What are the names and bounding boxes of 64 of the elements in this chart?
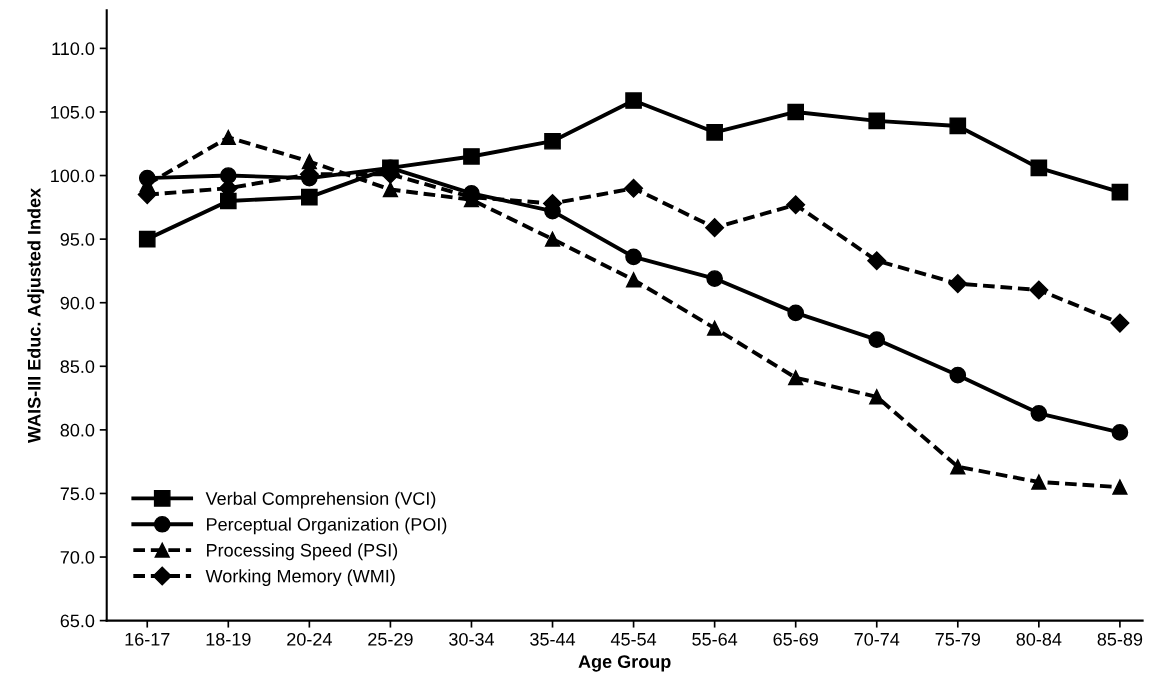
y-tick-label: 95.0 (60, 233, 95, 246)
y-tick-label: 90.0 (60, 296, 95, 310)
point (950, 459, 966, 475)
point (544, 132, 561, 150)
x-tick-label: 65-69 (773, 632, 818, 646)
point (787, 304, 805, 322)
point (868, 112, 886, 130)
y-tick-label: 65.0 (60, 614, 95, 628)
y-tick-label: 105.0 (51, 105, 95, 119)
point (625, 272, 642, 288)
point (1029, 280, 1049, 300)
x-tick-label: 75-79 (935, 632, 981, 646)
x-tick-label: 80-84 (1016, 632, 1062, 646)
y-tick-label: 100.0 (51, 169, 95, 183)
x-axis-title: Age Group (578, 655, 671, 672)
point (1112, 479, 1128, 495)
point (948, 274, 968, 294)
point (1031, 474, 1047, 490)
legend-label: Perceptual Organization (POI) (207, 517, 447, 535)
y-axis-title: WAIS-III Educ. Adjusted Index (27, 187, 45, 443)
point (867, 251, 887, 271)
point (138, 230, 156, 248)
point (868, 331, 886, 348)
y-tick-label: 75.0 (60, 487, 95, 501)
y-tick-label: 85.0 (60, 360, 95, 374)
x-tick-label: 18-19 (206, 632, 251, 646)
x-tick-label: 85-89 (1097, 632, 1143, 646)
point (301, 188, 318, 206)
point (706, 320, 723, 336)
point (949, 366, 967, 384)
point (706, 123, 723, 141)
y-tick-label: 70.0 (60, 550, 95, 564)
point (1110, 313, 1130, 333)
point (788, 370, 804, 386)
point (787, 103, 805, 121)
x-tick-label: 16-17 (125, 632, 170, 646)
y-tick-label: 110.0 (52, 42, 95, 56)
point (625, 248, 642, 266)
point (1111, 424, 1129, 441)
point (382, 181, 399, 198)
legend-label: Working Memory (WMI) (205, 569, 395, 587)
y-tick-label: 80.0 (60, 423, 95, 437)
legend-label: Processing Speed (PSI) (207, 543, 398, 561)
point (786, 195, 806, 215)
point (706, 270, 723, 287)
point (544, 231, 561, 247)
x-tick-label: 20-24 (287, 632, 332, 646)
point (1030, 159, 1048, 177)
legend-label: Verbal Comprehension (VCI) (205, 491, 436, 509)
x-tick-label: 70-74 (854, 632, 900, 646)
point (625, 92, 642, 109)
point (463, 148, 480, 165)
x-tick-label: 55-64 (692, 632, 738, 646)
point (1111, 183, 1129, 201)
point (869, 389, 885, 405)
point (1030, 405, 1048, 422)
point (624, 178, 644, 198)
x-tick-label: 35-44 (530, 632, 576, 646)
point (220, 129, 236, 146)
x-tick-label: 30-34 (449, 632, 495, 646)
x-tick-label: 25-29 (368, 632, 413, 646)
point (705, 218, 725, 238)
point (949, 117, 967, 135)
x-tick-label: 45-54 (610, 633, 657, 646)
